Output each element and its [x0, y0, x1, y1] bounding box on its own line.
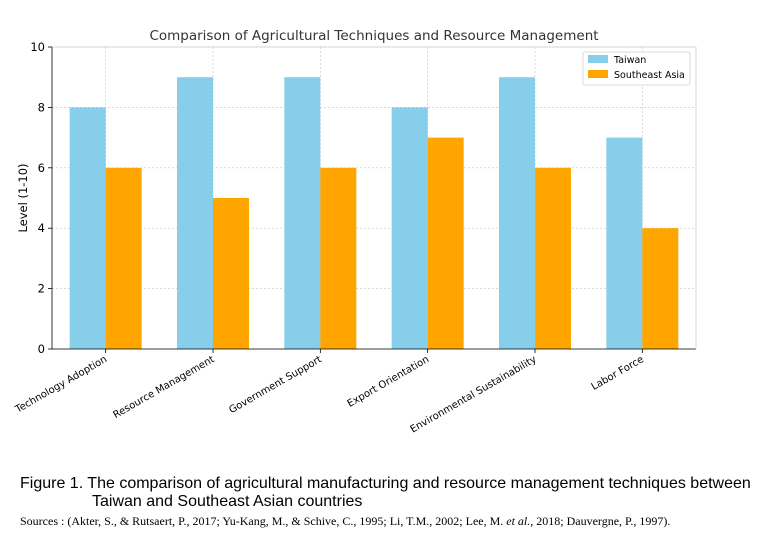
- legend-swatch: [588, 70, 608, 78]
- legend: Taiwan Southeast Asia: [582, 51, 691, 86]
- plot-background: [52, 47, 696, 349]
- sources-note: Sources : (Akter, S., & Rutsaert, P., 20…: [20, 514, 780, 529]
- sources-italic-text: et al.: [506, 514, 531, 528]
- bar-taiwan: [391, 107, 428, 350]
- bar-taiwan: [69, 107, 106, 350]
- y-tick-label: 6: [38, 161, 45, 175]
- chart-title: Comparison of Agricultural Techniques an…: [149, 28, 598, 44]
- plot-frame: [51, 46, 697, 350]
- bar-taiwan: [177, 77, 213, 349]
- bar-southeast-asia: [213, 198, 249, 349]
- x-tick-label: Government Support: [227, 354, 324, 416]
- bar-southeast-asia: [320, 167, 357, 349]
- y-tick-label: 4: [38, 221, 45, 235]
- y-tick-label: 2: [38, 282, 45, 296]
- y-tick-label: 8: [38, 100, 45, 114]
- bar-southeast-asia: [642, 228, 679, 349]
- x-tick-label: Environmental Sustainability: [409, 354, 539, 435]
- caption-line-1: Figure 1. The comparison of agricultural…: [20, 475, 751, 492]
- bars: [69, 77, 679, 350]
- legend-label: Southeast Asia: [614, 70, 685, 81]
- figure-caption: Figure 1. The comparison of agricultural…: [20, 475, 780, 511]
- y-axis-label: Level (1-10): [16, 163, 30, 232]
- y-tick-label: 0: [38, 342, 45, 356]
- bar-southeast-asia: [427, 137, 464, 349]
- legend-box: [582, 51, 691, 86]
- x-tick-label: Export Orientation: [346, 354, 431, 410]
- legend-swatch: [588, 55, 608, 63]
- x-tick-label: Technology Adoption: [13, 354, 109, 416]
- x-tick-label: Resource Management: [111, 354, 216, 421]
- bar-chart: 0 2 4 6 8 10 Technology Adoption Resource Mana…: [13, 28, 697, 435]
- legend-label: Taiwan: [613, 55, 646, 66]
- caption-line-2: Taiwan and Southeast Asian countries: [92, 493, 363, 510]
- x-axis-ticks: Technology Adoption Resource Management Go…: [13, 349, 646, 435]
- x-tick-label: Labor Force: [590, 354, 646, 393]
- bar-southeast-asia: [535, 167, 571, 349]
- sources-text-1: Sources : (Akter, S., & Rutsaert, P., 20…: [20, 514, 507, 528]
- bar-taiwan: [606, 137, 643, 349]
- bar-southeast-asia: [105, 167, 142, 349]
- sources-text-2: , 2018; Dauvergne, P., 1997).: [530, 514, 671, 528]
- bar-taiwan: [284, 77, 321, 349]
- bar-taiwan: [499, 77, 535, 349]
- y-tick-label: 10: [30, 40, 45, 54]
- y-axis-ticks: 0 2 4 6 8 10: [30, 40, 52, 356]
